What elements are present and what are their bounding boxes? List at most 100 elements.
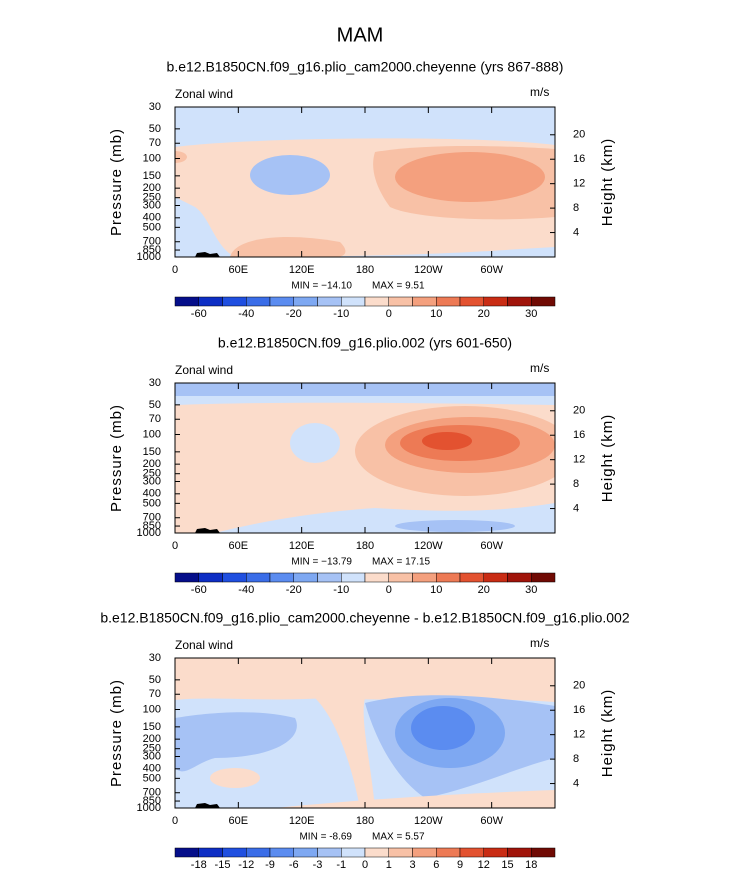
variable-label: Zonal wind xyxy=(175,638,233,652)
x-tick-label: 0 xyxy=(172,540,178,552)
colorbar-label: -60 xyxy=(191,584,207,596)
y2-axis-label: Height (km) xyxy=(599,689,616,778)
colorbar-box xyxy=(388,572,413,583)
y2-tick-label: 20 xyxy=(573,129,585,141)
colorbar-label: -40 xyxy=(238,308,254,320)
panel-subtitle: b.e12.B1850CN.f09_g16.plio.002 (yrs 601-… xyxy=(218,335,512,351)
colorbar-box xyxy=(174,847,199,858)
y-tick-label: 100 xyxy=(143,428,161,440)
y2-tick-label: 4 xyxy=(573,226,579,238)
colorbar-box xyxy=(293,572,318,583)
colorbar-box xyxy=(246,572,271,583)
colorbar-label: 3 xyxy=(409,859,415,871)
x-tick-label: 120W xyxy=(414,815,443,827)
contour-field xyxy=(175,658,555,808)
colorbar-box xyxy=(246,847,271,858)
y-tick-label: 50 xyxy=(149,399,161,411)
colorbar-box xyxy=(507,847,532,858)
colorbar-box xyxy=(222,296,247,307)
colorbar-label: -10 xyxy=(333,584,349,596)
colorbar-box xyxy=(341,296,366,307)
y-tick-label: 100 xyxy=(143,152,161,164)
y-axis-label: Pressure (mb) xyxy=(108,404,125,512)
colorbar-label: 20 xyxy=(478,584,490,596)
x-tick-label: 180 xyxy=(356,264,374,276)
colorbar-box xyxy=(293,296,318,307)
colorbar-box xyxy=(246,296,271,307)
y-tick-label: 500 xyxy=(143,772,161,784)
colorbar-box xyxy=(269,847,294,858)
x-tick-label: 0 xyxy=(172,815,178,827)
colorbar-label: 30 xyxy=(525,308,537,320)
y2-tick-label: 16 xyxy=(573,704,585,716)
y-tick-label: 50 xyxy=(149,123,161,135)
max-label: MAX = 17.15 xyxy=(372,557,431,568)
colorbar-box xyxy=(388,296,413,307)
variable-label: Zonal wind xyxy=(175,363,233,377)
units-label: m/s xyxy=(530,361,549,375)
colorbar-label: 10 xyxy=(430,308,442,320)
x-tick-label: 120W xyxy=(414,264,443,276)
colorbar-box xyxy=(436,572,461,583)
y-tick-label: 250 xyxy=(143,192,161,204)
y2-tick-label: 16 xyxy=(573,153,585,165)
y-tick-label: 300 xyxy=(143,199,161,211)
colorbar-box xyxy=(364,847,389,858)
y-tick-label: 700 xyxy=(143,236,161,248)
colorbar-box xyxy=(198,847,223,858)
y-tick-label: 1000 xyxy=(137,251,161,263)
colorbar-box xyxy=(459,572,484,583)
colorbar-label: -1 xyxy=(336,859,346,871)
y-tick-label: 400 xyxy=(143,212,161,224)
y-tick-label: 70 xyxy=(149,688,161,700)
colorbar-label: 0 xyxy=(362,859,368,871)
y-tick-label: 250 xyxy=(143,743,161,755)
y2-tick-label: 8 xyxy=(573,478,579,490)
y-tick-label: 1000 xyxy=(137,527,161,539)
y2-tick-label: 12 xyxy=(573,454,585,466)
colorbar-box xyxy=(436,847,461,858)
y2-tick-label: 12 xyxy=(573,729,585,741)
units-label: m/s xyxy=(530,636,549,650)
y-tick-label: 150 xyxy=(143,446,161,458)
y-tick-label: 300 xyxy=(143,750,161,762)
colorbar-label: -20 xyxy=(286,308,302,320)
y-tick-label: 70 xyxy=(149,413,161,425)
y-tick-label: 500 xyxy=(143,221,161,233)
colorbar-box xyxy=(198,296,223,307)
max-label: MAX = 5.57 xyxy=(372,832,425,843)
y-tick-label: 150 xyxy=(143,721,161,733)
panel-subtitle: b.e12.B1850CN.f09_g16.plio_cam2000.cheye… xyxy=(167,59,564,75)
colorbar-label: 6 xyxy=(433,859,439,871)
x-tick-label: 120E xyxy=(289,815,315,827)
y-tick-label: 850 xyxy=(143,244,161,256)
colorbar-label: 10 xyxy=(430,584,442,596)
y2-tick-label: 12 xyxy=(573,178,585,190)
colorbar-box xyxy=(412,572,437,583)
colorbar-box xyxy=(483,847,508,858)
y2-tick-label: 20 xyxy=(573,680,585,692)
colorbar-label: -20 xyxy=(286,584,302,596)
colorbar-box xyxy=(341,572,366,583)
colorbar-box xyxy=(341,847,366,858)
y-tick-label: 30 xyxy=(149,101,161,113)
colorbar-box xyxy=(317,296,342,307)
x-tick-label: 60W xyxy=(480,540,503,552)
colorbar-box xyxy=(483,296,508,307)
colorbar-label: -10 xyxy=(333,308,349,320)
colorbar-box xyxy=(531,572,556,583)
colorbar-label: 12 xyxy=(478,859,490,871)
colorbar-box xyxy=(412,847,437,858)
colorbar-label: 15 xyxy=(501,859,513,871)
colorbar-box xyxy=(483,572,508,583)
colorbar-label: 9 xyxy=(457,859,463,871)
y2-tick-label: 20 xyxy=(573,405,585,417)
variable-label: Zonal wind xyxy=(175,87,233,101)
colorbar-box xyxy=(269,296,294,307)
y-tick-label: 400 xyxy=(143,488,161,500)
colorbar-box xyxy=(507,296,532,307)
x-tick-label: 60E xyxy=(229,540,249,552)
colorbar-label: -6 xyxy=(289,859,299,871)
colorbar-box xyxy=(459,296,484,307)
x-tick-label: 120E xyxy=(289,264,315,276)
